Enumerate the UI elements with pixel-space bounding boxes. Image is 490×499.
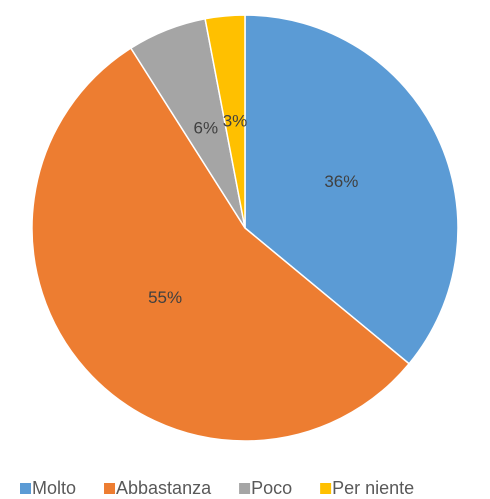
legend-label: Molto [32,478,76,498]
legend-label: Per niente [332,478,414,498]
data-label: 36% [324,172,358,191]
legend-swatch [320,483,332,494]
pie-slice [31,47,411,442]
pie-slice [244,14,459,365]
legend-label: Poco [251,478,292,498]
legend-swatch [20,483,31,494]
data-label: 55% [148,288,182,307]
legend-swatch [104,483,116,494]
data-label: 6% [194,118,219,137]
legend-swatch [239,483,251,494]
legend-label: Abbastanza [116,478,212,498]
pie-slice [204,14,246,229]
data-label: 3% [223,111,248,130]
